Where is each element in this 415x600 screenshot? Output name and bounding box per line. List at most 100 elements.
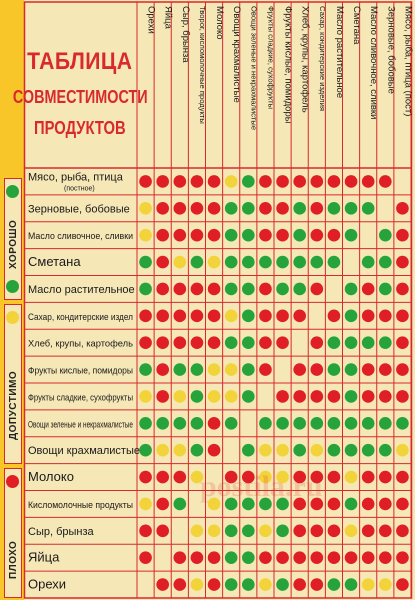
compatibility-dot bbox=[190, 551, 204, 564]
compatibility-dot bbox=[207, 175, 221, 188]
compatibility-dot bbox=[259, 363, 272, 376]
compatibility-dot bbox=[259, 578, 272, 591]
compatibility-dot bbox=[379, 443, 392, 457]
compatibility-dot bbox=[190, 443, 204, 457]
compatibility-dot bbox=[361, 497, 375, 511]
row-label: Кисломолочные продукты bbox=[28, 500, 133, 510]
compatibility-dot bbox=[327, 336, 341, 349]
compatibility-dot bbox=[242, 228, 255, 242]
compatibility-dot bbox=[396, 551, 409, 564]
compatibility-dot bbox=[396, 470, 409, 484]
compatibility-dot bbox=[242, 524, 255, 538]
compatibility-dot bbox=[396, 282, 409, 296]
compatibility-dot bbox=[242, 551, 255, 564]
compatibility-dot bbox=[293, 551, 306, 564]
legend-good-dot bbox=[6, 280, 19, 293]
compatibility-dot bbox=[379, 390, 392, 403]
compatibility-dot bbox=[361, 470, 375, 484]
compatibility-dot bbox=[224, 202, 238, 215]
column-header: Сахар, кондитерские изделия bbox=[318, 6, 327, 111]
compatibility-dot bbox=[224, 524, 238, 538]
compatibility-dot bbox=[207, 443, 221, 457]
compatibility-dot bbox=[276, 255, 289, 269]
compatibility-dot bbox=[242, 282, 255, 296]
compatibility-dot bbox=[190, 578, 204, 591]
compatibility-dot bbox=[259, 282, 272, 296]
compatibility-dot bbox=[224, 228, 238, 242]
legend-ok: ДОПУСТИМО bbox=[4, 304, 22, 464]
compatibility-dot bbox=[344, 336, 358, 349]
row-label: Орехи bbox=[28, 577, 66, 592]
column-header: Зерновые, бобовые bbox=[385, 6, 396, 94]
compatibility-dot bbox=[276, 175, 289, 188]
compatibility-dot bbox=[293, 524, 306, 538]
compatibility-dot bbox=[224, 390, 238, 403]
compatibility-dot bbox=[327, 551, 341, 564]
compatibility-dot bbox=[190, 470, 204, 484]
compatibility-dot bbox=[207, 417, 221, 430]
legend-good: ХОРОШО bbox=[4, 178, 22, 300]
compatibility-dot bbox=[242, 309, 255, 323]
compatibility-dot bbox=[242, 390, 255, 403]
compatibility-dot bbox=[242, 202, 255, 215]
compatibility-dot bbox=[310, 470, 324, 484]
compatibility-dot bbox=[242, 255, 255, 269]
compatibility-dot bbox=[310, 390, 324, 403]
compatibility-dot bbox=[327, 202, 341, 215]
compatibility-dot bbox=[379, 175, 392, 188]
compatibility-dot bbox=[224, 497, 238, 511]
row-label: Овощи зеленые и некрахмалистые bbox=[28, 419, 133, 429]
compatibility-dot bbox=[293, 497, 306, 511]
compatibility-dot bbox=[361, 524, 375, 538]
compatibility-dot bbox=[139, 417, 152, 430]
compatibility-dot bbox=[327, 470, 341, 484]
compatibility-dot bbox=[173, 336, 187, 349]
compatibility-dot bbox=[379, 578, 392, 591]
compatibility-dot bbox=[379, 282, 392, 296]
compatibility-dot bbox=[173, 175, 187, 188]
row-label: Фрукты сладкие, сухофрукты bbox=[28, 392, 133, 402]
compatibility-dot bbox=[224, 470, 238, 484]
compatibility-dot bbox=[293, 228, 306, 242]
compatibility-dot bbox=[224, 578, 238, 591]
compatibility-dot bbox=[190, 390, 204, 403]
compatibility-dot bbox=[293, 175, 306, 188]
compatibility-dot bbox=[190, 282, 204, 296]
row-label: Фрукты кислые, помидоры bbox=[28, 366, 133, 376]
title-line-3: ПРОДУКТОВ bbox=[34, 117, 126, 138]
compatibility-dot bbox=[173, 282, 187, 296]
compatibility-dot bbox=[344, 470, 358, 484]
compatibility-dot bbox=[259, 309, 272, 323]
compatibility-dot bbox=[259, 175, 272, 188]
compatibility-dot bbox=[293, 363, 306, 376]
column-header: Орехи bbox=[146, 6, 157, 34]
compatibility-dot bbox=[156, 524, 169, 538]
compatibility-dot bbox=[139, 282, 152, 296]
compatibility-dot bbox=[207, 282, 221, 296]
compatibility-dot bbox=[344, 282, 358, 296]
compatibility-dot bbox=[156, 363, 169, 376]
compatibility-dot bbox=[139, 524, 152, 538]
compatibility-dot bbox=[379, 228, 392, 242]
compatibility-dot bbox=[242, 175, 255, 188]
compatibility-dot bbox=[224, 255, 238, 269]
compatibility-dot bbox=[276, 336, 289, 349]
compatibility-dot bbox=[327, 443, 341, 457]
compatibility-dot bbox=[310, 228, 324, 242]
compatibility-dot bbox=[361, 255, 375, 269]
compatibility-dot bbox=[327, 497, 341, 511]
column-header: Мясо, рыба, птица (пост) bbox=[402, 6, 413, 116]
row-label: Мясо, рыба, птица bbox=[28, 171, 124, 183]
compatibility-dot bbox=[379, 336, 392, 349]
compatibility-dot bbox=[224, 282, 238, 296]
compatibility-dot bbox=[276, 309, 289, 323]
compatibility-dot bbox=[139, 228, 152, 242]
compatibility-dot bbox=[379, 551, 392, 564]
compatibility-dot bbox=[139, 309, 152, 323]
legend-good-dot bbox=[6, 185, 19, 198]
column-header: Молоко bbox=[214, 6, 225, 40]
compatibility-dot bbox=[207, 202, 221, 215]
compatibility-dot bbox=[156, 282, 169, 296]
row-label: Яйца bbox=[28, 550, 60, 565]
